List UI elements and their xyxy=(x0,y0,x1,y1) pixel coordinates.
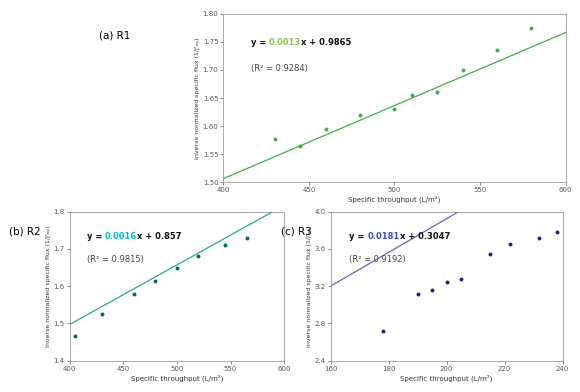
X-axis label: Specific throughput (L/m²): Specific throughput (L/m²) xyxy=(400,374,493,382)
Text: x + 0.3047: x + 0.3047 xyxy=(400,232,450,241)
Point xyxy=(442,279,451,285)
Text: 0.0013: 0.0013 xyxy=(269,38,301,47)
Text: x + 0.857: x + 0.857 xyxy=(137,232,182,241)
Point xyxy=(552,229,561,235)
Text: (R² = 0.9284): (R² = 0.9284) xyxy=(251,64,307,73)
Point xyxy=(433,89,442,96)
Point xyxy=(390,106,399,113)
Point xyxy=(321,126,331,132)
Point xyxy=(456,276,466,282)
Point xyxy=(506,241,515,247)
Text: (R² = 0.9192): (R² = 0.9192) xyxy=(349,255,406,264)
Y-axis label: Inverse normalized specific flux (1/J'ₙₚ): Inverse normalized specific flux (1/J'ₙₚ… xyxy=(46,225,50,347)
Y-axis label: Inverse normalized specific flux (1/J'ₙₚ): Inverse normalized specific flux (1/J'ₙₚ… xyxy=(307,225,311,347)
Text: y =: y = xyxy=(349,232,367,241)
Point xyxy=(270,136,280,142)
Point xyxy=(407,92,416,98)
Point xyxy=(151,278,160,284)
Point xyxy=(356,112,365,118)
Point xyxy=(527,25,536,31)
Point xyxy=(492,47,502,53)
Text: y =: y = xyxy=(251,38,269,47)
Point xyxy=(220,242,230,248)
Point xyxy=(427,287,437,293)
Point xyxy=(194,253,203,260)
Text: y =: y = xyxy=(87,232,105,241)
Point xyxy=(70,333,79,339)
Point xyxy=(172,264,182,270)
Point xyxy=(535,234,544,241)
Point xyxy=(296,143,305,149)
Point xyxy=(378,328,387,334)
Text: (a) R1: (a) R1 xyxy=(99,31,130,41)
Point xyxy=(97,311,106,317)
Text: x + 0.9865: x + 0.9865 xyxy=(301,38,351,47)
Point xyxy=(458,67,467,73)
Text: (b) R2: (b) R2 xyxy=(9,227,41,237)
Point xyxy=(129,291,139,298)
Text: 0.0016: 0.0016 xyxy=(105,232,137,241)
Text: (c) R3: (c) R3 xyxy=(281,227,312,237)
Text: (R² = 0.9815): (R² = 0.9815) xyxy=(87,255,144,264)
Text: 0.0181: 0.0181 xyxy=(367,232,400,241)
Point xyxy=(413,290,422,297)
Point xyxy=(242,234,251,241)
X-axis label: Specific throughput (L/m²): Specific throughput (L/m²) xyxy=(348,196,441,203)
Y-axis label: Inverse normalized specific flux (1/J'ₙₚ): Inverse normalized specific flux (1/J'ₙₚ… xyxy=(195,37,200,159)
Point xyxy=(485,250,495,257)
X-axis label: Specific throughput (L/m²): Specific throughput (L/m²) xyxy=(130,374,223,382)
